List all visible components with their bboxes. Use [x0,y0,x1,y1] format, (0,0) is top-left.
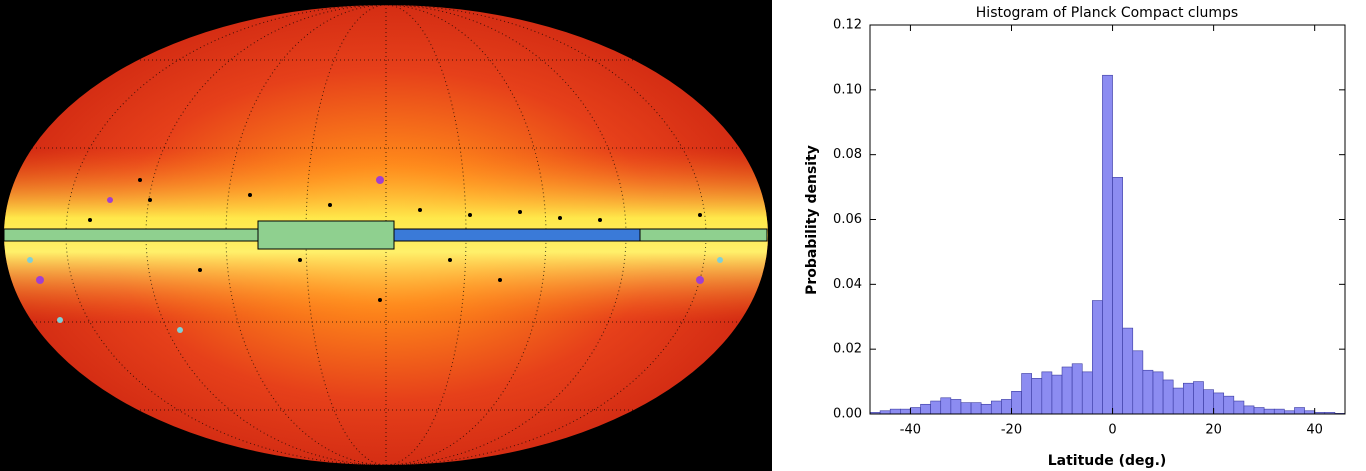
bar [1011,391,1021,414]
x-tick-label: 20 [1205,423,1222,438]
bar [890,409,900,414]
bar [991,401,1001,414]
bar [1001,399,1011,414]
bar [1173,388,1183,414]
bar [1163,380,1173,414]
bar [1022,373,1032,414]
bar [1183,383,1193,414]
bar [1082,372,1092,414]
bar [921,404,931,414]
bar [1133,351,1143,414]
figure: Histogram of Planck Compact clumps Latit… [0,0,1366,471]
bar [1052,375,1062,414]
bar [1042,372,1052,414]
bar [910,408,920,414]
bar [1234,401,1244,414]
bar [1264,409,1274,414]
x-axis-label: Latitude (deg.) [1048,453,1167,469]
chart-title: Histogram of Planck Compact clumps [976,5,1238,21]
bar [1254,408,1264,414]
bar [1224,396,1234,414]
bar [1032,378,1042,414]
bar [1244,406,1254,414]
y-axis-label: Probability density [804,145,820,295]
y-tick-label: 0.04 [833,277,862,292]
x-tick-label: 0 [1108,423,1116,438]
bar [961,403,971,414]
bar [1153,372,1163,414]
bar [981,404,991,414]
y-tick-label: 0.02 [833,342,862,357]
bar [1294,408,1304,414]
page: Histogram of Planck Compact clumps Latit… [0,0,1366,471]
bar [1062,367,1072,414]
bar [951,399,961,414]
bar [1204,390,1214,414]
y-tick-label: 0.08 [833,147,862,162]
x-tick-label: -20 [1001,423,1022,438]
bar [1123,328,1133,414]
bar [1193,382,1203,414]
bar [900,409,910,414]
x-tick-label: 40 [1306,423,1323,438]
y-tick-label: 0.10 [833,82,862,97]
bar [931,401,941,414]
bar [1143,370,1153,414]
bar [1092,301,1102,414]
bar [941,398,951,414]
bar [1274,409,1284,414]
y-tick-label: 0.00 [833,407,862,422]
bar [1072,364,1082,414]
bar [1214,393,1224,414]
bar [1113,177,1123,414]
bar [1102,75,1112,414]
y-tick-label: 0.12 [833,18,862,33]
sky-map [0,0,772,471]
x-tick-label: -40 [900,423,921,438]
y-tick-label: 0.06 [833,212,862,227]
histogram-chart: Histogram of Planck Compact clumps Latit… [804,5,1345,469]
bar [971,403,981,414]
